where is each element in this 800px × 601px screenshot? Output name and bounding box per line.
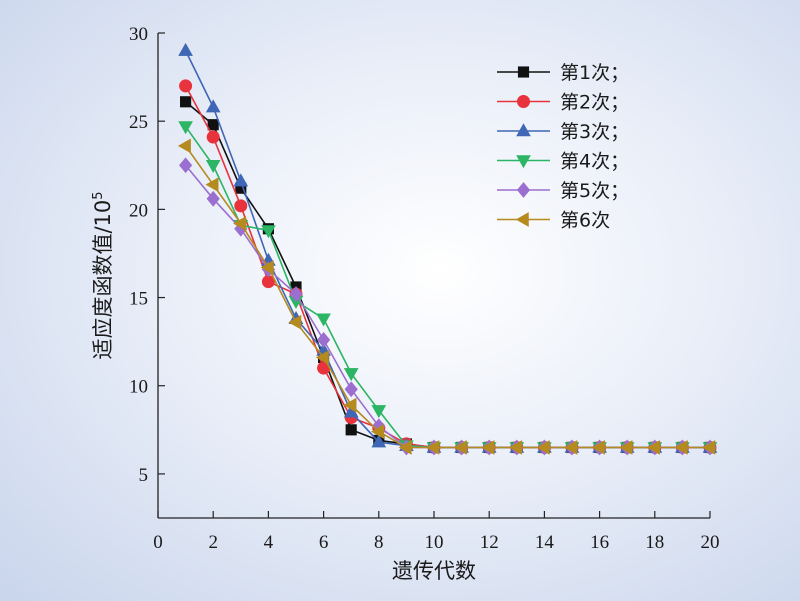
- data-point: [205, 160, 221, 174]
- x-tick-label: 2: [208, 532, 218, 553]
- data-point: [564, 440, 578, 455]
- legend-label: 第2次；: [560, 92, 629, 114]
- x-tick-label: 0: [153, 532, 163, 553]
- legend-marker: [516, 155, 531, 169]
- data-point: [674, 440, 688, 455]
- data-point: [315, 350, 329, 365]
- data-point: [178, 42, 193, 56]
- data-point: [619, 440, 633, 455]
- series-line: [184, 145, 710, 449]
- x-tick-label: 4: [264, 532, 274, 553]
- legend-label: 第4次；: [560, 151, 629, 173]
- data-point: [233, 173, 249, 187]
- legend: 第1次； 第2次； 第3次； 第4次； 第5次； 第6次: [497, 62, 629, 232]
- data-point: [205, 99, 221, 113]
- legend-item-2: 第2次；: [497, 92, 629, 114]
- data-point: [343, 368, 359, 382]
- series-line: [185, 101, 710, 449]
- x-tick-label: 6: [319, 532, 329, 553]
- y-tick-label: 10: [129, 377, 148, 398]
- data-point: [536, 440, 550, 455]
- data-point: [453, 440, 467, 455]
- legend-label: 第1次；: [560, 62, 629, 84]
- data-point: [207, 119, 219, 131]
- data-point: [234, 199, 248, 213]
- data-point: [344, 381, 358, 398]
- data-point: [261, 225, 276, 239]
- series-line: [184, 164, 710, 449]
- data-point: [205, 177, 219, 193]
- y-tick-label: 15: [129, 289, 148, 310]
- series-3: [178, 42, 718, 453]
- y-tick-label: 20: [129, 200, 148, 221]
- data-point: [179, 79, 193, 93]
- legend-marker: [517, 66, 530, 78]
- data-point: [180, 96, 192, 108]
- y-axis-title-superscript: 5: [91, 191, 106, 199]
- series-6: [177, 138, 716, 455]
- legend-label: 第6次: [560, 210, 610, 232]
- data-point: [316, 313, 331, 327]
- series-2: [179, 79, 717, 454]
- plot-marks: [177, 42, 718, 456]
- y-axis-title: 适应度函数值/105: [91, 191, 115, 359]
- data-point: [345, 424, 357, 436]
- y-tick-label: 5: [139, 465, 149, 486]
- x-tick-label: 10: [425, 532, 444, 553]
- data-point: [289, 286, 303, 302]
- legend-label: 第3次；: [560, 121, 629, 143]
- series-line: [184, 126, 710, 449]
- legend-item-1: 第1次；: [497, 62, 629, 84]
- data-point: [179, 157, 193, 174]
- legend-marker: [516, 95, 530, 109]
- data-point: [647, 440, 661, 455]
- data-point: [371, 424, 385, 439]
- series-4: [178, 121, 718, 456]
- legend-marker: [516, 182, 531, 198]
- x-tick-label: 20: [701, 532, 720, 553]
- x-axis-title: 遗传代数: [392, 559, 476, 583]
- axes: 0 2 4 6 8 10 12 14 16 18 20 5 10 15 20 25 30: [129, 24, 720, 553]
- data-point: [426, 440, 440, 455]
- x-tick-label: 18: [645, 532, 664, 553]
- x-tick-label: 14: [535, 532, 555, 553]
- data-point: [371, 405, 387, 419]
- data-point: [591, 440, 605, 455]
- data-point: [206, 130, 220, 144]
- data-point: [177, 138, 191, 154]
- data-point: [509, 440, 523, 455]
- legend-marker: [515, 212, 529, 227]
- legend-item-3: 第3次；: [497, 121, 629, 143]
- legend-label: 第5次；: [560, 180, 629, 202]
- data-point: [178, 121, 193, 135]
- data-point: [481, 440, 495, 455]
- data-point: [343, 397, 357, 413]
- data-point: [260, 260, 274, 275]
- series-5: [179, 157, 717, 456]
- legend-item-6: 第6次: [497, 210, 610, 232]
- x-tick-label: 8: [374, 532, 384, 553]
- data-point: [371, 434, 387, 448]
- series-line: [184, 50, 710, 449]
- data-point: [288, 314, 302, 330]
- data-point: [206, 190, 220, 207]
- legend-item-4: 第4次；: [497, 151, 629, 173]
- y-tick-label: 30: [129, 24, 148, 45]
- data-point: [317, 331, 331, 348]
- series-1: [180, 96, 716, 454]
- legend-item-5: 第5次；: [497, 180, 629, 202]
- data-point: [233, 216, 247, 231]
- x-tick-label: 12: [480, 532, 499, 553]
- x-tick-label: 16: [590, 532, 609, 553]
- data-point: [398, 440, 412, 455]
- data-point: [702, 440, 716, 455]
- y-axis-title-main: 适应度函数值/10: [91, 200, 115, 360]
- legend-marker: [516, 123, 531, 137]
- y-tick-label: 25: [129, 112, 148, 133]
